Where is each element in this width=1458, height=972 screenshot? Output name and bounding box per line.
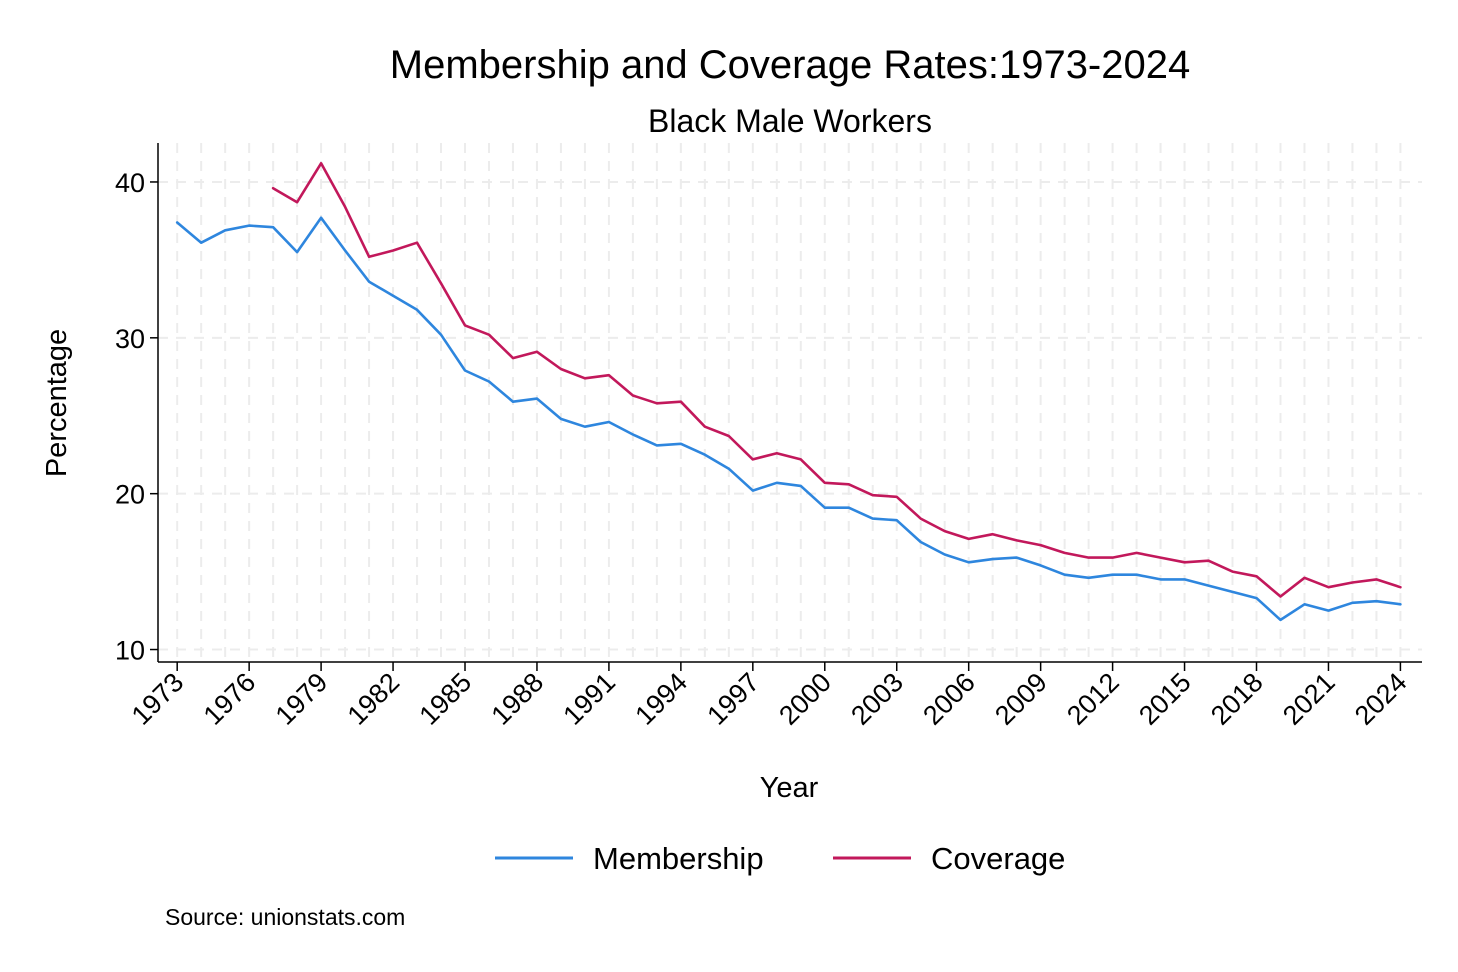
x-tick-labels: 1973 1976 1979 1982 1985 1988 1991 1994 1997 2000… xyxy=(126,667,1413,731)
y-tick-labels: 10 20 30 40 xyxy=(115,168,145,666)
y-axis-title: Percentage xyxy=(41,329,73,477)
legend: Membership Coverage xyxy=(495,841,1065,876)
x-tick-label-2003: 2003 xyxy=(845,667,909,731)
x-tick-label-2018: 2018 xyxy=(1205,667,1269,731)
x-tick-label-2009: 2009 xyxy=(989,667,1053,731)
y-tick-label-10: 10 xyxy=(115,636,145,666)
x-tick-label-1982: 1982 xyxy=(342,667,406,731)
x-axis-title: Year xyxy=(760,772,819,804)
x-tick-label-1973: 1973 xyxy=(126,667,190,731)
y-tick-label-40: 40 xyxy=(115,168,145,198)
axes xyxy=(150,143,1422,671)
series-line-membership xyxy=(175,216,1402,622)
x-tick-label-1991: 1991 xyxy=(557,667,621,731)
y-tick-label-20: 20 xyxy=(115,480,145,510)
x-tick-label-2021: 2021 xyxy=(1277,667,1341,731)
chart-title: Membership and Coverage Rates:1973-2024 xyxy=(390,43,1191,87)
x-tick-label-1997: 1997 xyxy=(701,667,765,731)
x-tick-label-1994: 1994 xyxy=(629,667,693,731)
x-tick-label-1985: 1985 xyxy=(414,667,478,731)
x-tick-label-2012: 2012 xyxy=(1061,667,1125,731)
y-tick-label-30: 30 xyxy=(115,324,145,354)
source-note: Source: unionstats.com xyxy=(165,904,405,930)
x-tick-label-2006: 2006 xyxy=(917,667,981,731)
x-tick-label-1976: 1976 xyxy=(198,667,262,731)
x-tick-label-1979: 1979 xyxy=(270,667,334,731)
x-tick-label-2000: 2000 xyxy=(773,667,837,731)
x-tick-label-1988: 1988 xyxy=(486,667,550,731)
x-tick-label-2015: 2015 xyxy=(1133,667,1197,731)
chart-subtitle: Black Male Workers xyxy=(648,103,932,139)
legend-label-membership: Membership xyxy=(593,841,764,876)
series-lines xyxy=(175,162,1402,622)
x-tick-label-2024: 2024 xyxy=(1349,667,1413,731)
series-line-coverage xyxy=(271,162,1402,598)
grid-lines xyxy=(158,143,1422,662)
legend-label-coverage: Coverage xyxy=(931,841,1065,876)
